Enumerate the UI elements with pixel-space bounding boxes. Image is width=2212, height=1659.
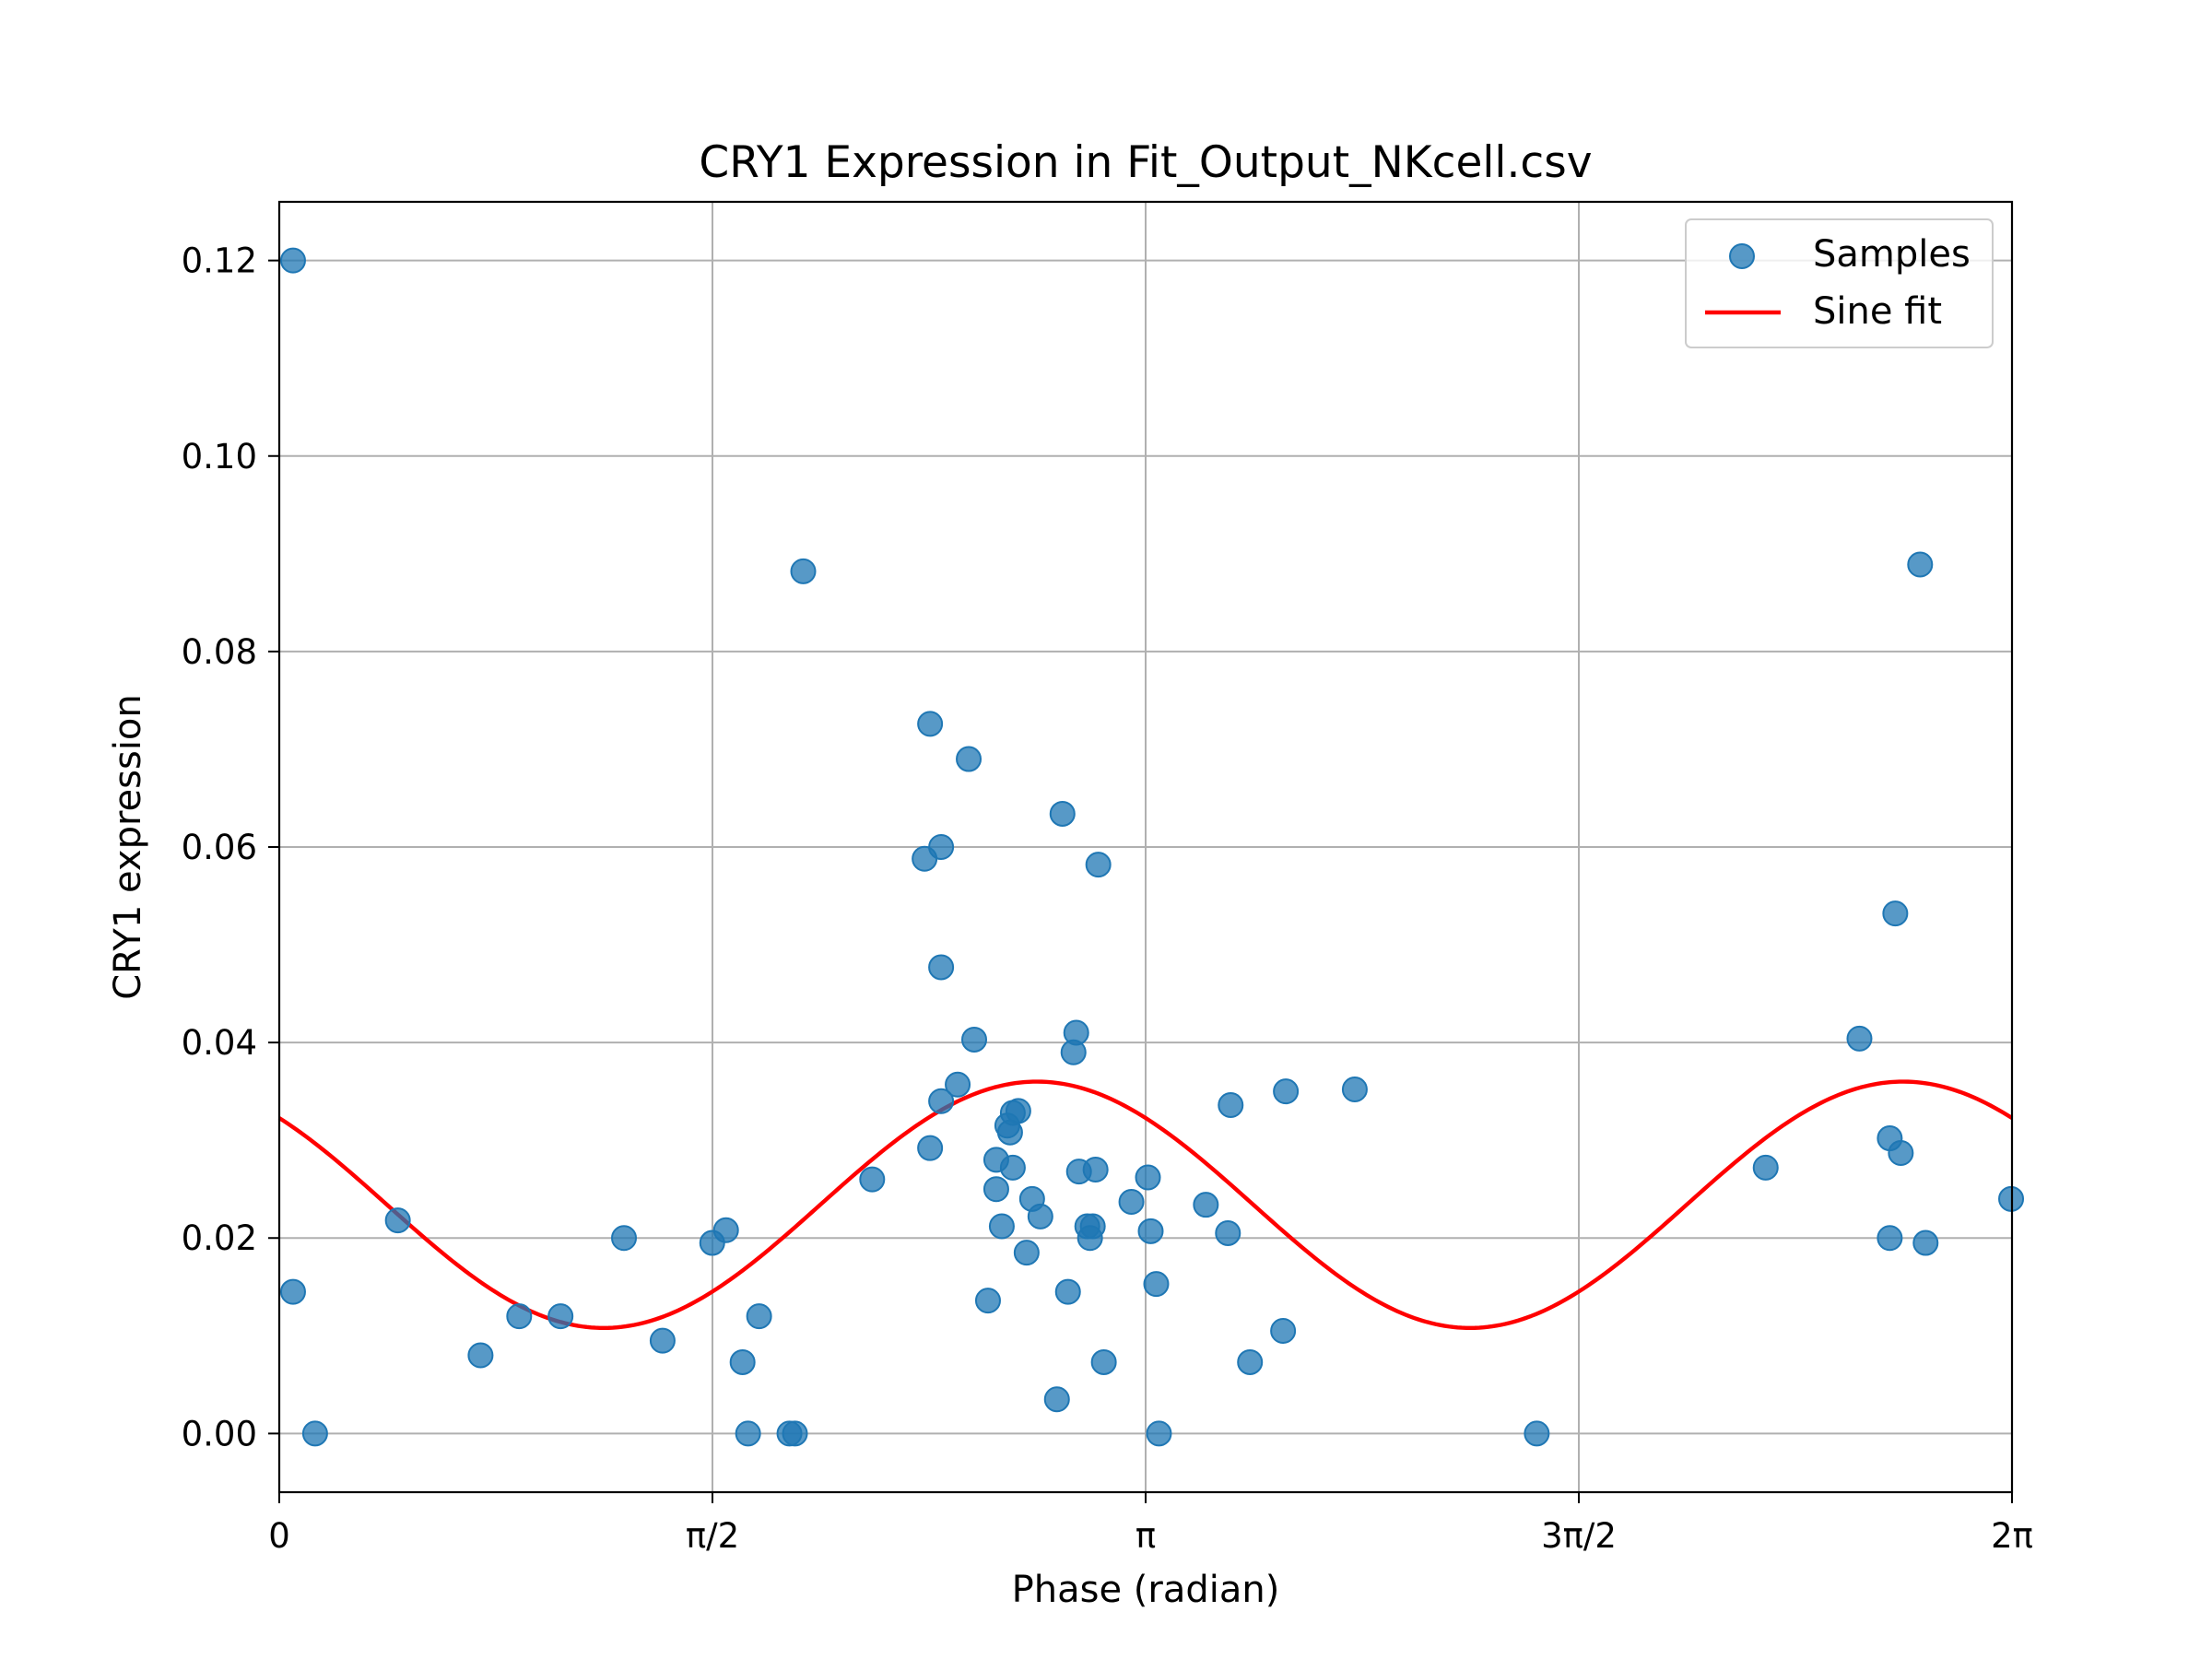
sample-point xyxy=(1218,1092,1244,1118)
sample-point xyxy=(1193,1192,1219,1218)
sample-point xyxy=(982,1176,1009,1203)
y-tick-label: 0.08 xyxy=(182,632,257,672)
sample-point xyxy=(279,1278,306,1305)
x-tick-label: π xyxy=(1135,1516,1156,1556)
x-tick-label: 0 xyxy=(268,1516,290,1556)
sample-point xyxy=(1049,800,1076,827)
sample-point xyxy=(790,558,817,584)
axis-ticks: 0 π/2 π 3π/2 2π 0.00 0.02 0.04 0.06 0.08 0.10 0.12 xyxy=(182,241,2033,1556)
sample-point xyxy=(1079,1213,1106,1240)
sample-point xyxy=(859,1166,886,1193)
sample-point xyxy=(1137,1218,1164,1244)
sample-point xyxy=(974,1288,1001,1314)
sample-point xyxy=(988,1213,1015,1240)
sample-point xyxy=(467,1342,494,1369)
sample-point xyxy=(729,1348,756,1375)
y-axis-label: CRY1 expression xyxy=(107,694,149,1000)
sample-point xyxy=(999,1154,1026,1181)
sample-point xyxy=(649,1327,676,1354)
sample-point xyxy=(928,834,955,860)
sample-point xyxy=(547,1303,574,1330)
sample-point xyxy=(1912,1230,1939,1256)
sample-point xyxy=(961,1026,988,1053)
sample-point xyxy=(506,1303,533,1330)
sample-point xyxy=(301,1420,328,1447)
sample-point xyxy=(384,1207,411,1234)
sample-points xyxy=(279,247,2025,1447)
sample-point xyxy=(1907,551,1934,578)
sample-point xyxy=(1146,1420,1172,1447)
sample-point xyxy=(1882,900,1909,927)
sample-point xyxy=(1524,1420,1550,1447)
sample-point xyxy=(1090,1348,1117,1375)
chart-title: CRY1 Expression in Fit_Output_NKcell.csv xyxy=(699,137,1592,188)
y-tick-label: 0.06 xyxy=(182,828,257,867)
x-axis-label: Phase (radian) xyxy=(1012,1569,1280,1611)
y-tick-label: 0.00 xyxy=(182,1414,257,1453)
legend-samples-label: Samples xyxy=(1813,233,1971,276)
y-tick-label: 0.10 xyxy=(182,437,257,477)
sample-point xyxy=(782,1420,808,1447)
sample-point xyxy=(1005,1098,1031,1124)
y-tick-label: 0.02 xyxy=(182,1218,257,1258)
sample-point xyxy=(1273,1078,1300,1105)
sample-point xyxy=(1135,1164,1161,1191)
y-tick-label: 0.04 xyxy=(182,1023,257,1063)
x-tick-label: 3π/2 xyxy=(1541,1516,1617,1556)
sample-point xyxy=(1341,1077,1368,1103)
legend-box xyxy=(1685,218,1994,348)
sample-point xyxy=(1054,1278,1081,1305)
sample-point xyxy=(1752,1154,1779,1181)
legend: Samples Sine fit xyxy=(1685,218,1994,348)
sample-point xyxy=(746,1303,772,1330)
sample-point xyxy=(1846,1025,1873,1052)
sample-point xyxy=(1063,1019,1089,1046)
sample-point xyxy=(945,1071,971,1098)
sample-point xyxy=(956,746,982,772)
sample-point xyxy=(928,954,955,981)
sample-point xyxy=(1215,1219,1241,1246)
legend-sine-fit-label: Sine fit xyxy=(1813,290,1942,333)
sample-point xyxy=(917,711,944,737)
sample-point xyxy=(1877,1225,1903,1252)
legend-samples-marker xyxy=(1729,243,1755,269)
sample-point xyxy=(1143,1271,1170,1298)
sample-point xyxy=(1118,1189,1145,1215)
sample-point xyxy=(1237,1348,1264,1375)
sample-point xyxy=(1027,1203,1053,1230)
x-tick-label: 2π xyxy=(1991,1516,2033,1556)
sample-point xyxy=(1888,1139,1914,1166)
sample-point xyxy=(1082,1157,1109,1182)
sample-point xyxy=(1085,852,1112,878)
sample-point xyxy=(712,1217,739,1243)
y-tick-label: 0.12 xyxy=(182,241,257,281)
sample-point xyxy=(735,1420,761,1447)
sample-point xyxy=(1270,1318,1297,1344)
grid-lines xyxy=(278,202,2013,1492)
sample-point xyxy=(917,1135,944,1161)
sample-point xyxy=(928,1088,955,1114)
sample-point xyxy=(1043,1386,1070,1413)
sample-point xyxy=(1013,1240,1040,1266)
x-tick-label: π/2 xyxy=(686,1516,739,1556)
sample-point xyxy=(279,247,306,274)
sample-point xyxy=(611,1225,638,1252)
